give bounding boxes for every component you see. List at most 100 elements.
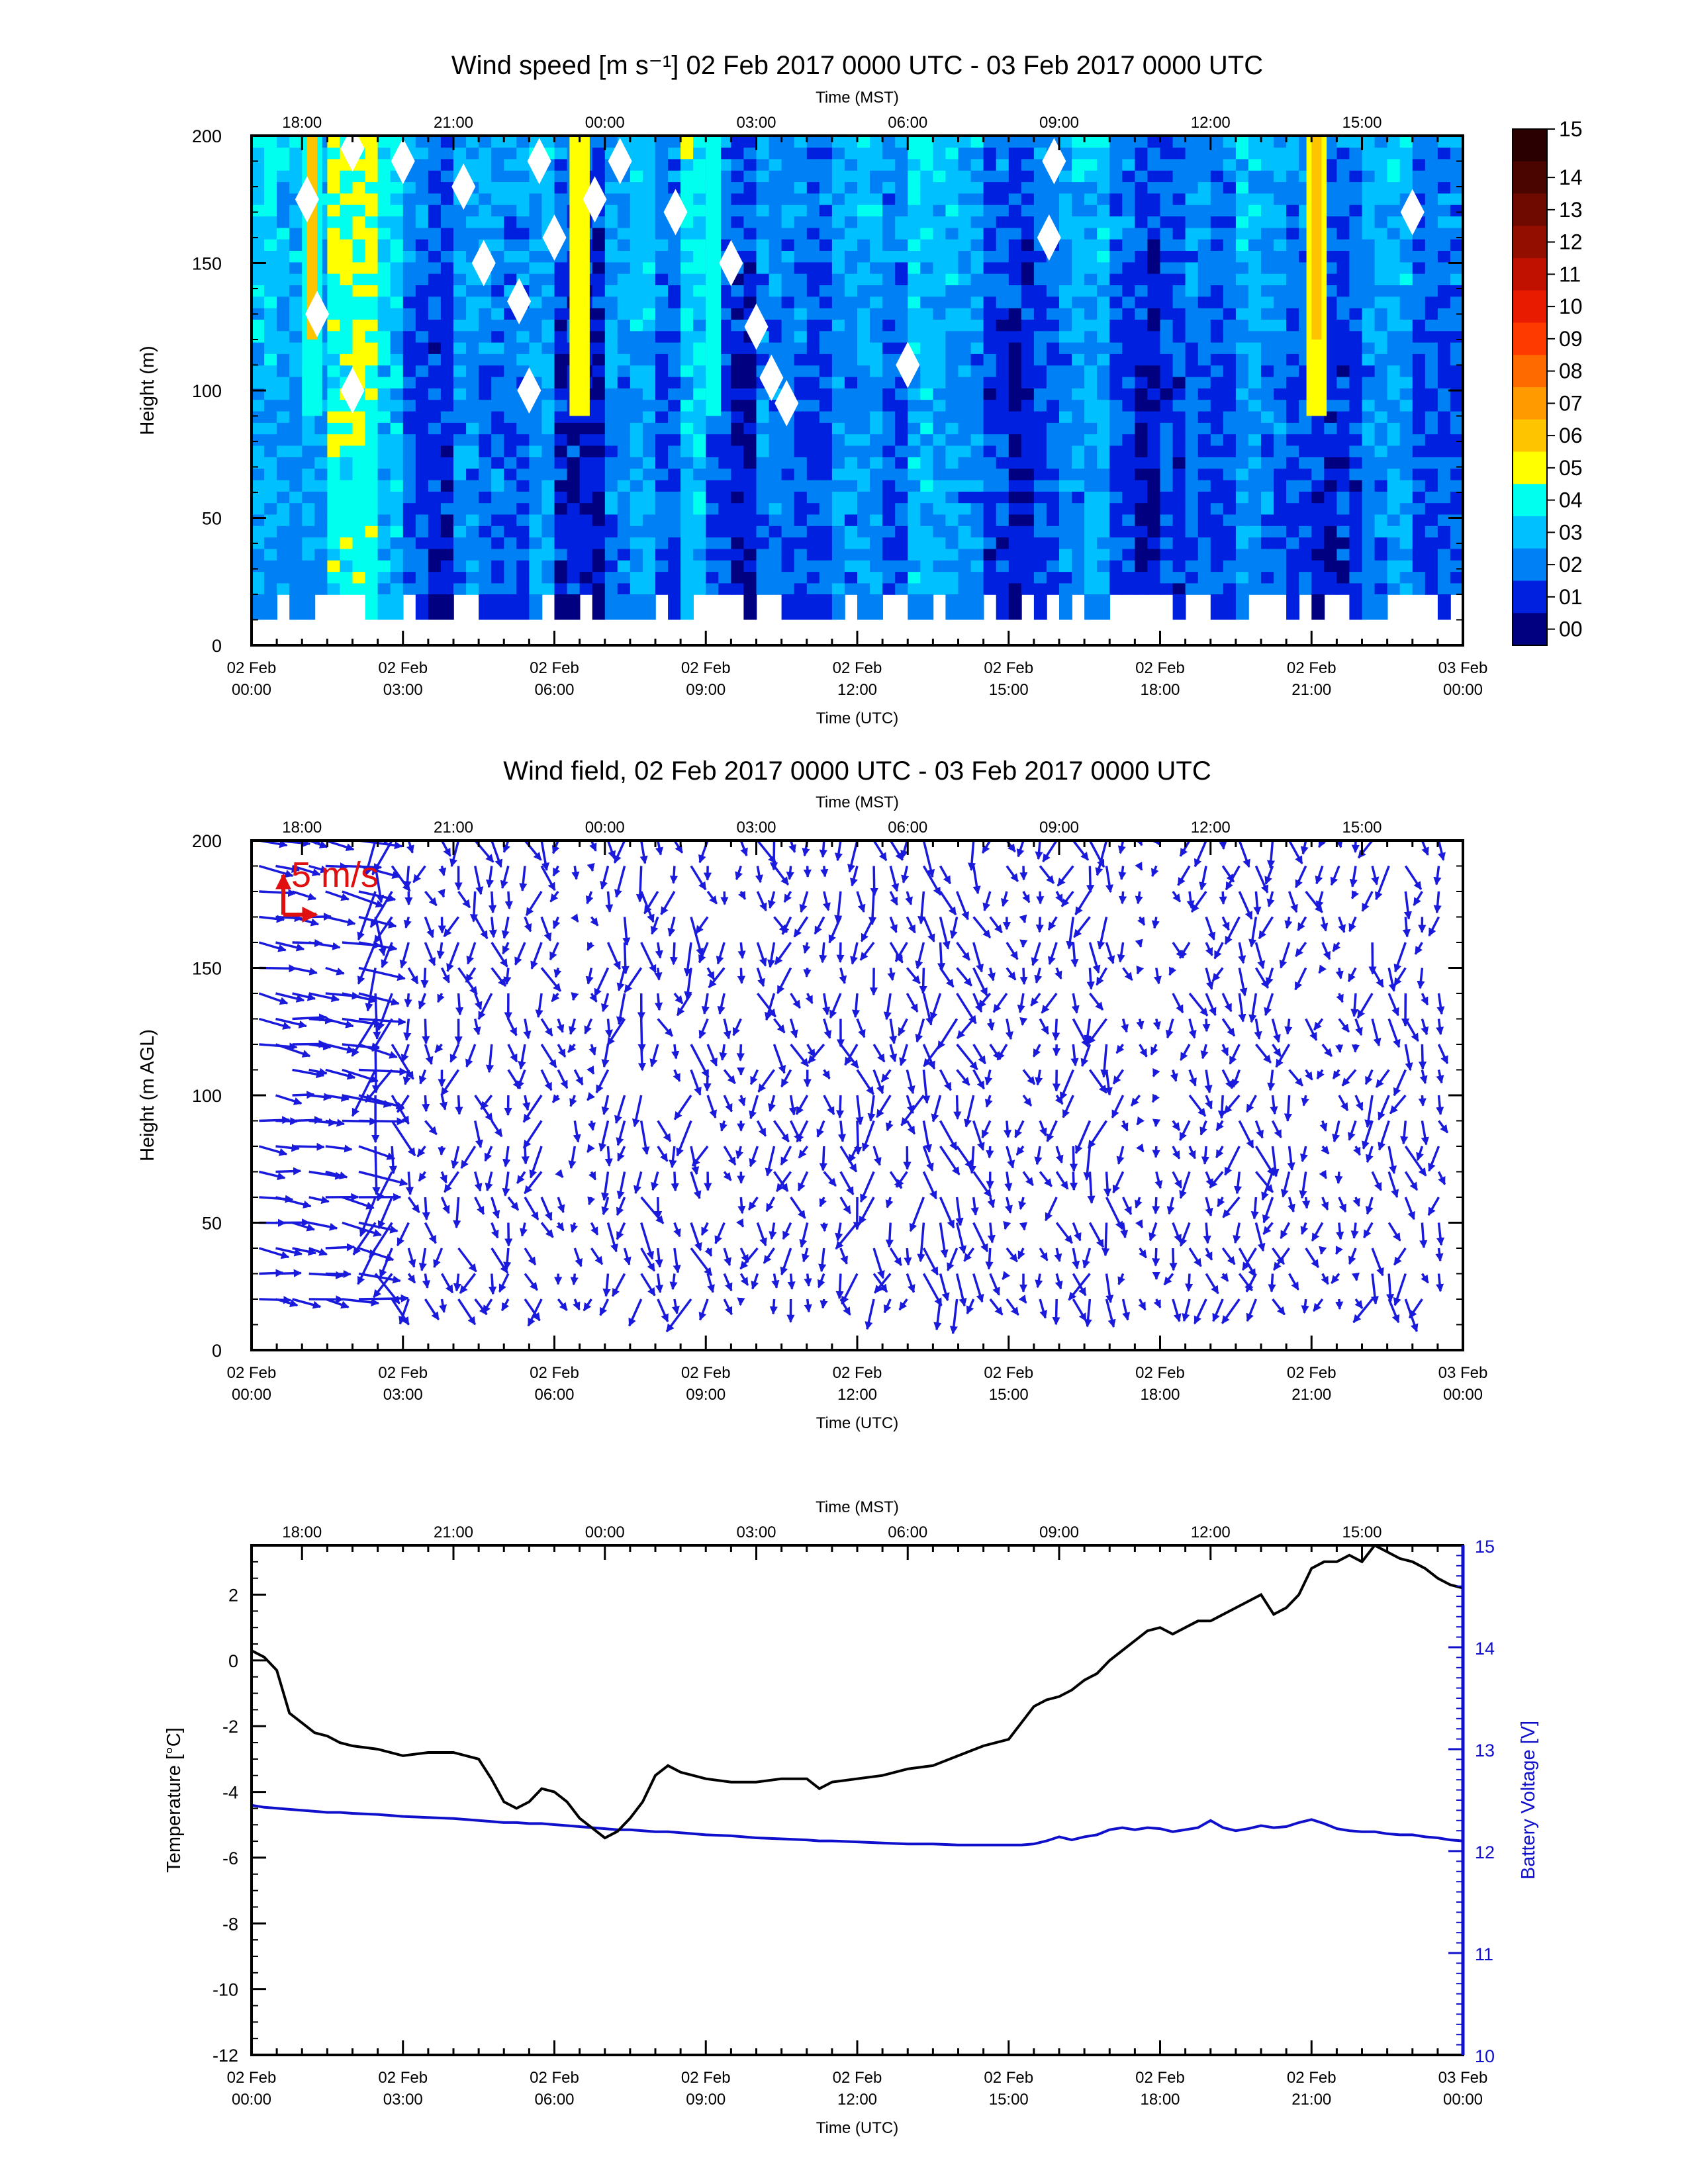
heatmap-cell xyxy=(1021,238,1035,251)
heatmap-cell xyxy=(504,216,518,228)
heatmap-cell xyxy=(504,158,518,171)
heatmap-cell xyxy=(831,250,845,263)
heatmap-cell xyxy=(365,319,379,332)
colorbar-segment xyxy=(1513,193,1547,226)
heatmap-cell xyxy=(1425,319,1438,332)
heatmap-cell xyxy=(819,353,833,366)
heatmap-cell xyxy=(1349,548,1363,561)
heatmap-cell xyxy=(390,388,404,400)
heatmap-cell xyxy=(882,457,896,469)
heatmap-cell xyxy=(1033,399,1047,412)
wind-vector xyxy=(972,866,981,895)
wind-vector xyxy=(819,1197,827,1208)
heatmap-cell xyxy=(340,330,353,343)
wind-vector xyxy=(424,916,434,938)
heatmap-cell xyxy=(1021,181,1035,194)
heatmap-cell xyxy=(327,285,341,297)
heatmap-cell xyxy=(1059,502,1072,515)
wind-vector xyxy=(586,1066,595,1075)
heatmap-cell xyxy=(933,537,947,549)
heatmap-cell xyxy=(1399,376,1413,388)
heatmap-cell xyxy=(1248,353,1262,366)
heatmap-cell xyxy=(604,285,618,297)
heatmap-cell xyxy=(504,365,518,377)
utc-tick-label-date: 02 Feb xyxy=(227,659,277,677)
heatmap-cell xyxy=(870,422,883,435)
heatmap-cell xyxy=(1072,388,1085,400)
heatmap-cell xyxy=(1450,457,1463,469)
heatmap-cell xyxy=(781,457,795,469)
heatmap-cell xyxy=(1084,457,1098,469)
heatmap-cell xyxy=(1336,193,1350,205)
heatmap-cell xyxy=(289,376,303,388)
heatmap-cell xyxy=(1210,491,1224,504)
heatmap-cell xyxy=(1311,582,1325,595)
wind-vector xyxy=(987,1222,996,1244)
heatmap-cell xyxy=(554,433,568,446)
heatmap-cell xyxy=(933,238,947,251)
heatmap-cell xyxy=(1324,410,1338,423)
heatmap-cell xyxy=(718,376,732,388)
heatmap-cell xyxy=(352,537,366,549)
heatmap-cell xyxy=(428,365,442,377)
wind-vector xyxy=(673,1069,681,1082)
heatmap-cell xyxy=(1349,537,1363,549)
heatmap-cell xyxy=(541,548,555,561)
heatmap-cell xyxy=(958,158,972,171)
wind-vector xyxy=(422,1095,430,1113)
heatmap-cell xyxy=(1299,582,1313,595)
heatmap-cell xyxy=(289,170,303,183)
heatmap-cell xyxy=(668,365,681,377)
heatmap-cell xyxy=(806,502,820,515)
wind-vector xyxy=(773,865,790,886)
wind-vector xyxy=(906,1120,916,1135)
heatmap-cell xyxy=(453,341,467,354)
heatmap-cell xyxy=(491,181,505,194)
heatmap-cell xyxy=(958,307,972,320)
heatmap-cell xyxy=(1349,238,1363,251)
heatmap-cell xyxy=(277,227,290,240)
heatmap-cell xyxy=(1185,216,1199,228)
wind-vector xyxy=(308,1170,344,1180)
heatmap-cell xyxy=(604,422,618,435)
heatmap-cell xyxy=(340,571,353,584)
heatmap-cell xyxy=(1122,491,1136,504)
heatmap-cell xyxy=(390,365,404,377)
wind-vector xyxy=(823,1095,835,1115)
heatmap-cell xyxy=(479,296,492,308)
heatmap-cell xyxy=(1122,193,1136,205)
heatmap-cell xyxy=(1109,158,1123,171)
wind-vector xyxy=(1035,917,1044,933)
heatmap-cell xyxy=(1185,445,1199,457)
heatmap-cell xyxy=(1349,307,1363,320)
heatmap-cell xyxy=(769,422,782,435)
heatmap-cell xyxy=(970,158,984,171)
heatmap-cell xyxy=(415,502,429,515)
heatmap-cell xyxy=(1021,319,1035,332)
heatmap-cell xyxy=(1033,307,1047,320)
wind-vector xyxy=(673,1222,681,1238)
heatmap-cell xyxy=(844,341,858,354)
heatmap-cell xyxy=(327,341,341,354)
heatmap-cell xyxy=(857,422,870,435)
heatmap-cell xyxy=(579,525,593,538)
heatmap-cell xyxy=(630,204,643,216)
heatmap-cell xyxy=(769,537,782,549)
wind-vector xyxy=(956,1043,978,1071)
heatmap-cell xyxy=(579,560,593,572)
heatmap-cell xyxy=(516,537,530,549)
wind-vector xyxy=(292,966,318,976)
heatmap-cell xyxy=(579,445,593,457)
heatmap-cell xyxy=(1147,261,1161,274)
heatmap-cell xyxy=(920,273,934,285)
heatmap-cell xyxy=(466,285,479,297)
heatmap-cell xyxy=(933,479,947,492)
heatmap-cell xyxy=(1147,525,1161,538)
heatmap-cell xyxy=(1425,433,1438,446)
heatmap-cell xyxy=(1008,193,1022,205)
heatmap-cell xyxy=(630,514,643,526)
heatmap-cell xyxy=(617,457,631,469)
heatmap-cell xyxy=(428,410,442,423)
wind-vector xyxy=(555,1169,564,1179)
heatmap-cell xyxy=(1033,261,1047,274)
